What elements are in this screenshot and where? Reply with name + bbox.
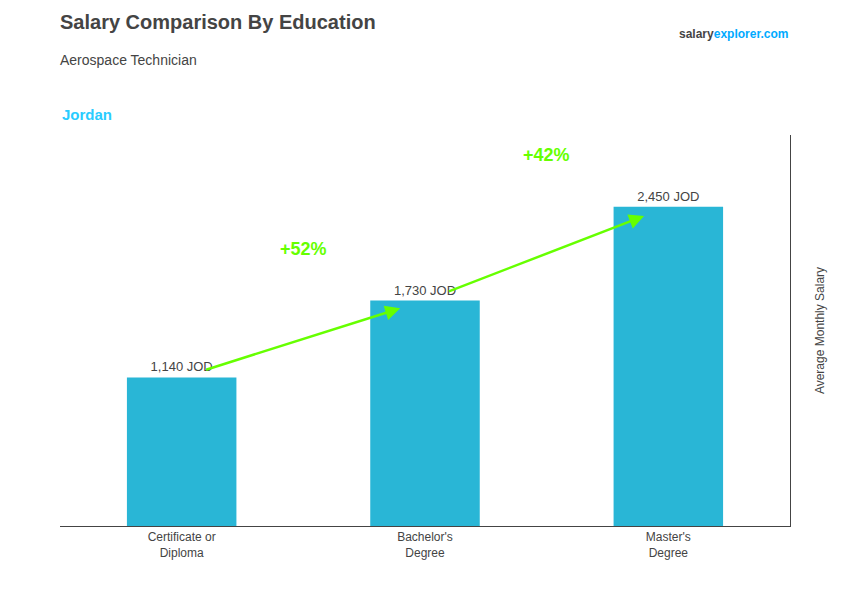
svg-text:Average Monthly Salary: Average Monthly Salary [813, 267, 827, 394]
svg-text:Aerospace Technician: Aerospace Technician [60, 52, 197, 68]
svg-text:+42%: +42% [523, 145, 570, 165]
svg-text:Salary Comparison By Education: Salary Comparison By Education [60, 11, 376, 33]
svg-text:Master'sDegree: Master'sDegree [646, 530, 691, 560]
svg-text:Jordan: Jordan [62, 106, 112, 123]
svg-text:salaryexplorer.com: salaryexplorer.com [679, 27, 788, 41]
svg-text:1,140 JOD: 1,140 JOD [151, 359, 213, 374]
svg-text:Certificate orDiploma: Certificate orDiploma [148, 530, 216, 560]
svg-text:1,730 JOD: 1,730 JOD [394, 283, 456, 298]
svg-text:2,450 JOD: 2,450 JOD [637, 189, 699, 204]
svg-text:Bachelor'sDegree: Bachelor'sDegree [397, 530, 453, 560]
svg-text:+52%: +52% [280, 239, 327, 259]
